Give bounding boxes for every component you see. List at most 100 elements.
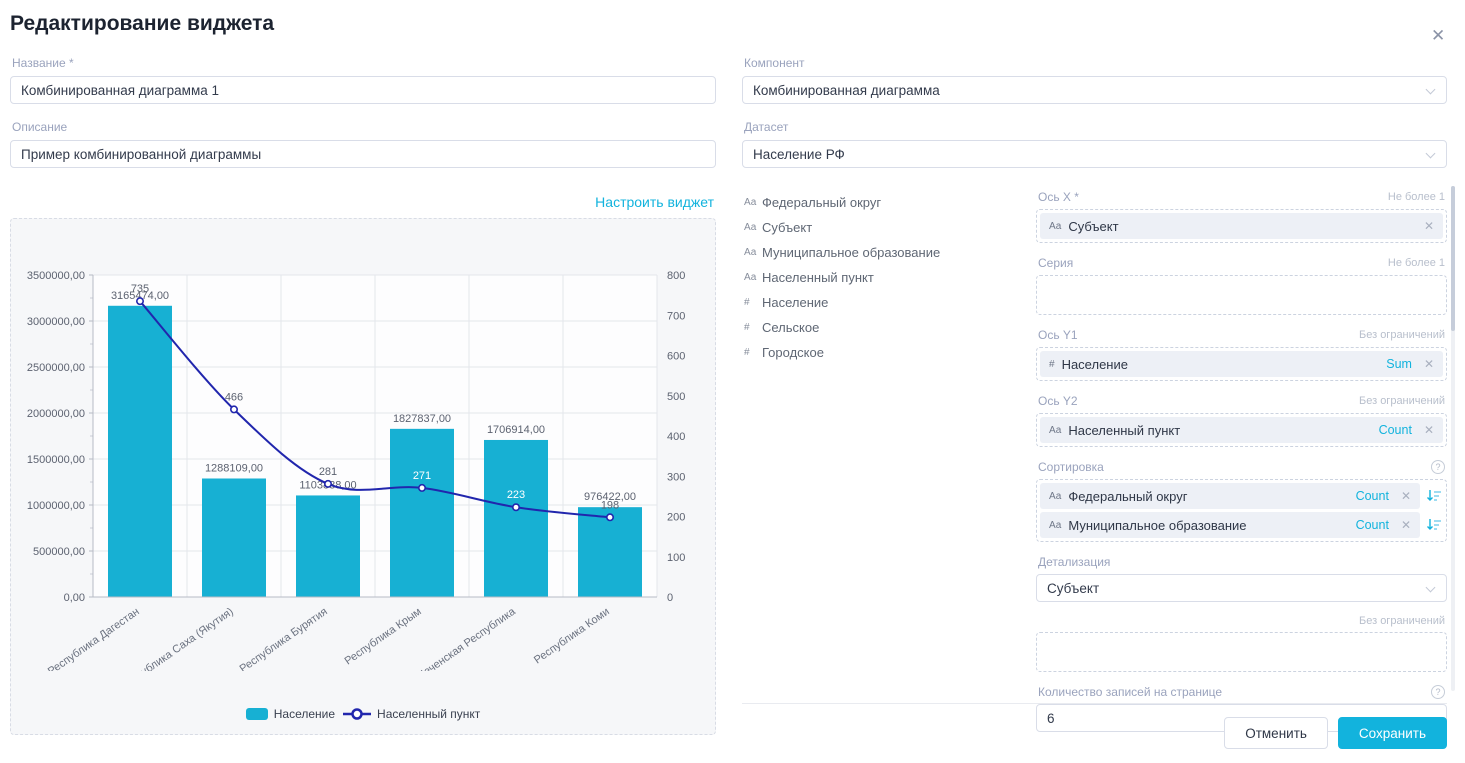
sort-descending-icon[interactable]	[1425, 489, 1443, 503]
field-chip[interactable]: Аа Федеральный округ Count ✕	[1040, 483, 1420, 509]
bar	[484, 439, 548, 597]
chip-label: Муниципальное образование	[1068, 517, 1247, 533]
close-icon[interactable]: ✕	[1431, 26, 1446, 45]
bar-value-label: 1827837,00	[393, 413, 451, 425]
sorting-dropzone[interactable]: Аа Федеральный округ Count ✕ Аа Муниципальное…	[1036, 479, 1447, 542]
y-right-tick-label: 200	[667, 512, 685, 524]
detail-label: Детализация	[1038, 555, 1111, 569]
field-type-icon: #	[1049, 358, 1055, 370]
field-type-icon: Аа	[1049, 220, 1062, 232]
y-right-tick-label: 500	[667, 391, 685, 403]
line-value-label: 198	[601, 499, 619, 511]
bar	[108, 305, 172, 597]
chevron-down-icon	[1425, 84, 1436, 95]
component-label: Компонент	[744, 56, 805, 70]
field-chip[interactable]: Аа Населенный пункт Count ✕	[1040, 417, 1443, 443]
cancel-button[interactable]: Отменить	[1224, 717, 1328, 749]
field-type-icon: Аа	[744, 247, 757, 258]
chip-remove-icon[interactable]: ✕	[1423, 219, 1434, 233]
name-label: Название *	[12, 56, 74, 70]
y-right-tick-label: 600	[667, 351, 685, 363]
series-dropzone[interactable]	[1036, 275, 1447, 315]
y-left-tick-label: 1000000,00	[27, 500, 85, 512]
name-field[interactable]	[10, 76, 716, 104]
bar-value-label: 1288109,00	[205, 462, 263, 474]
chip-label: Населенный пункт	[1068, 422, 1181, 438]
field-chip[interactable]: Аа Муниципальное образование Count ✕	[1040, 512, 1420, 538]
field-item[interactable]: # Сельское	[744, 315, 1024, 340]
aggregation-selector[interactable]: Sum	[1386, 357, 1412, 371]
y-left-tick-label: 3500000,00	[27, 270, 85, 282]
legend-label: Население	[273, 707, 336, 721]
legend-item-line[interactable]: Населенный пункт	[343, 707, 480, 721]
line-point	[605, 513, 614, 522]
footer-divider	[742, 703, 1447, 704]
y-left-tick-label: 0,00	[64, 592, 85, 604]
left-column: Название * Описание Настроить виджет 350…	[10, 56, 716, 735]
y-right-tick-label: 800	[667, 270, 685, 282]
y-right-tick-label: 0	[667, 592, 673, 604]
legend-item-bar[interactable]: Население	[245, 707, 336, 721]
chip-row: Аа Муниципальное образование Count ✕	[1040, 512, 1443, 538]
help-icon[interactable]: ?	[1431, 460, 1445, 474]
combo-chart: 3500000,00 3000000,00 2500000,00 2000000,00…	[27, 270, 685, 671]
chip-row: Аа Населенный пункт Count ✕	[1040, 417, 1443, 443]
description-field[interactable]	[10, 140, 716, 168]
chip-remove-icon[interactable]: ✕	[1400, 518, 1411, 532]
limit-dropzone[interactable]	[1036, 632, 1447, 672]
field-type-icon: Аа	[744, 197, 757, 208]
dataset-select[interactable]: Население РФ	[742, 140, 1447, 168]
field-item[interactable]: # Население	[744, 290, 1024, 315]
axis-x-dropzone[interactable]: Аа Субъект ✕	[1036, 209, 1447, 243]
y-right-tick-label: 300	[667, 471, 685, 483]
bar	[578, 507, 642, 597]
y-left-tick-label: 2000000,00	[27, 408, 85, 420]
axis-y2-dropzone[interactable]: Аа Населенный пункт Count ✕	[1036, 413, 1447, 447]
aggregation-selector[interactable]: Count	[1355, 518, 1389, 532]
line-value-label: 281	[319, 466, 337, 478]
line-value-label: 223	[507, 489, 525, 501]
page-size-label: Количество записей на странице	[1038, 685, 1223, 699]
help-icon[interactable]: ?	[1431, 685, 1445, 699]
field-type-icon: Аа	[1049, 490, 1062, 502]
dataset-value: Население РФ	[753, 146, 845, 162]
scrollbar-thumb[interactable]	[1451, 186, 1455, 331]
save-button[interactable]: Сохранить	[1337, 717, 1447, 749]
component-select[interactable]: Комбинированная диаграмма	[742, 76, 1447, 104]
line-swatch-icon	[343, 708, 372, 720]
y-left-tick-label: 500000,00	[33, 546, 85, 558]
chip-remove-icon[interactable]: ✕	[1423, 357, 1434, 371]
description-label: Описание	[12, 120, 68, 134]
field-item[interactable]: Аа Населенный пункт	[744, 265, 1024, 290]
aggregation-selector[interactable]: Count	[1378, 423, 1412, 437]
axis-y2-label: Ось Y2	[1038, 394, 1078, 408]
axis-x-label: Ось X *	[1038, 190, 1079, 204]
detail-select[interactable]: Субъект	[1036, 574, 1447, 602]
axis-y1-label: Ось Y1	[1038, 328, 1078, 342]
chip-label: Федеральный округ	[1068, 488, 1188, 504]
settings-scrollbar[interactable]	[1451, 186, 1455, 691]
chip-remove-icon[interactable]: ✕	[1423, 423, 1434, 437]
dataset-fields-list: Аа Федеральный округ Аа Субъект Аа Муниципаль…	[742, 184, 1024, 732]
field-type-icon: #	[744, 347, 750, 358]
field-item[interactable]: # Городское	[744, 340, 1024, 365]
sort-descending-icon[interactable]	[1425, 518, 1443, 532]
x-axis-category-label: Республика Бурятия	[238, 606, 330, 671]
field-chip[interactable]: # Население Sum ✕	[1040, 351, 1443, 377]
aggregation-selector[interactable]: Count	[1355, 489, 1389, 503]
field-item-label: Субъект	[762, 220, 813, 235]
x-axis-category-label: Республика Дагестан	[46, 606, 142, 671]
configure-widget-link[interactable]: Настроить виджет	[595, 194, 714, 210]
field-item-label: Муниципальное образование	[762, 245, 941, 260]
chip-remove-icon[interactable]: ✕	[1400, 489, 1411, 503]
y-right-tick-label: 100	[667, 552, 685, 564]
field-item[interactable]: Аа Федеральный округ	[744, 190, 1024, 215]
field-item[interactable]: Аа Муниципальное образование	[744, 240, 1024, 265]
chip-label: Население	[1061, 356, 1128, 372]
axis-y1-dropzone[interactable]: # Население Sum ✕	[1036, 347, 1447, 381]
axis-y2-limit: Без ограничений	[1359, 395, 1445, 407]
series-label: Серия	[1038, 256, 1074, 270]
field-chip[interactable]: Аа Субъект ✕	[1040, 213, 1443, 239]
bar-value-label: 976422,00	[584, 491, 636, 503]
field-item[interactable]: Аа Субъект	[744, 215, 1024, 240]
